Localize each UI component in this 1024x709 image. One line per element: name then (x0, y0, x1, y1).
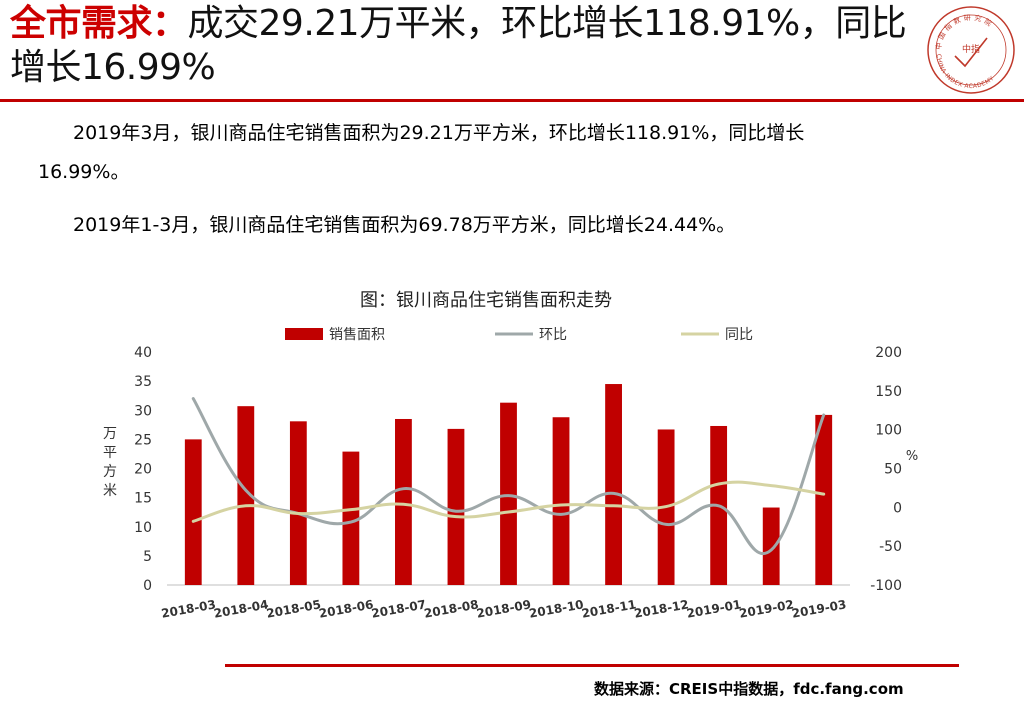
legend-label: 环比 (539, 327, 567, 343)
y-tick-right: 150 (875, 384, 902, 400)
y-axis-label-left: 万平方米 (103, 426, 117, 499)
x-tick-label: 2019-01 (686, 597, 743, 620)
x-tick-label: 2018-06 (318, 597, 375, 620)
y-axis-label-char: 方 (103, 464, 117, 480)
y-tick-right: 0 (893, 500, 902, 516)
paragraph-1-line-1: 2019年3月，银川商品住宅销售面积为29.21万平方米，环比增长118.91%… (73, 122, 805, 144)
y-tick-left: 0 (143, 578, 152, 594)
y-axis-label-right: % (906, 449, 918, 464)
paragraph-2: 2019年1-3月，银川商品住宅销售面积为69.78万平方米，同比增长24.44… (73, 214, 736, 236)
y-tick-right: 50 (884, 462, 902, 478)
x-tick-label: 2019-03 (791, 597, 848, 620)
y-tick-right: -50 (879, 539, 902, 555)
bar (815, 414, 833, 585)
title-divider (0, 99, 1024, 102)
x-tick-label: 2018-04 (213, 597, 270, 620)
x-tick-label: 2018-08 (423, 597, 480, 620)
y-tick-right: 100 (875, 423, 902, 439)
chart-legend: 销售面积 环比 同比 (285, 327, 753, 343)
page-title-text: 成交29.21万平米，环比增长118.91%，同比增长16.99% (10, 3, 907, 88)
x-tick-label: 2018-10 (528, 597, 585, 620)
bar (342, 451, 360, 585)
y-tick-left: 15 (134, 491, 152, 507)
bar (762, 507, 780, 585)
y-axis-label-char: 平 (103, 445, 117, 461)
x-tick-label: 2018-09 (475, 597, 532, 620)
y-tick-left: 40 (134, 345, 152, 361)
x-axis-ticks: 2018-032018-042018-052018-062018-072018-… (160, 597, 847, 620)
page-title-keyword: 全市需求： (10, 3, 188, 44)
x-tick-label: 2018-07 (370, 597, 427, 620)
right-axis: -100 -50 0 50 100 150 200 (870, 345, 902, 594)
legend-label: 销售面积 (329, 327, 385, 343)
bar (395, 418, 412, 585)
bar-series (184, 384, 833, 585)
line-series (191, 397, 826, 555)
legend-swatch-bar (285, 328, 323, 340)
logo-center-text: 中指 (962, 43, 980, 55)
legend-label: 同比 (725, 327, 753, 343)
chart-title: 图：银川商品住宅销售面积走势 (360, 290, 612, 311)
data-source: 数据来源：CREIS中指数据，fdc.fang.com (594, 680, 904, 698)
y-axis-label-char: 万 (103, 426, 117, 442)
footer-divider (225, 664, 959, 667)
y-axis-label-char: 米 (103, 483, 117, 499)
left-axis: 0 5 10 15 20 25 30 35 40 (134, 345, 152, 594)
x-tick-label: 2018-12 (633, 597, 690, 620)
y-tick-right: -100 (870, 578, 902, 594)
x-tick-label: 2018-11 (581, 597, 638, 620)
line-同比 (191, 480, 826, 523)
x-tick-label: 2018-05 (265, 597, 322, 620)
bar (447, 428, 465, 585)
y-tick-left: 30 (134, 403, 152, 419)
y-tick-left: 5 (143, 549, 152, 565)
bar (289, 421, 307, 585)
page-title: 全市需求：成交29.21万平米，环比增长118.91%，同比增长16.99% (10, 2, 925, 90)
bar (605, 384, 622, 585)
bar (237, 406, 255, 585)
sales-area-chart: 销售面积 环比 同比 0 5 10 15 20 25 30 35 40 -100 -50 0 50 100 1… (103, 327, 918, 621)
y-tick-right: 200 (875, 345, 902, 361)
y-tick-left: 10 (134, 520, 152, 536)
x-tick-label: 2018-03 (160, 597, 217, 620)
y-tick-left: 35 (134, 374, 152, 390)
bar (552, 417, 570, 585)
y-tick-left: 25 (134, 432, 152, 448)
paragraph-1-line-2: 16.99%。 (38, 161, 130, 183)
bar (184, 439, 202, 585)
bar (500, 402, 517, 585)
logo-check-icon (954, 37, 988, 68)
x-tick-label: 2019-02 (738, 597, 795, 620)
y-tick-left: 20 (134, 462, 152, 478)
china-index-academy-logo: 中国指数研究院 CHINA INDEX ACADEMY 中指 (927, 6, 1015, 94)
